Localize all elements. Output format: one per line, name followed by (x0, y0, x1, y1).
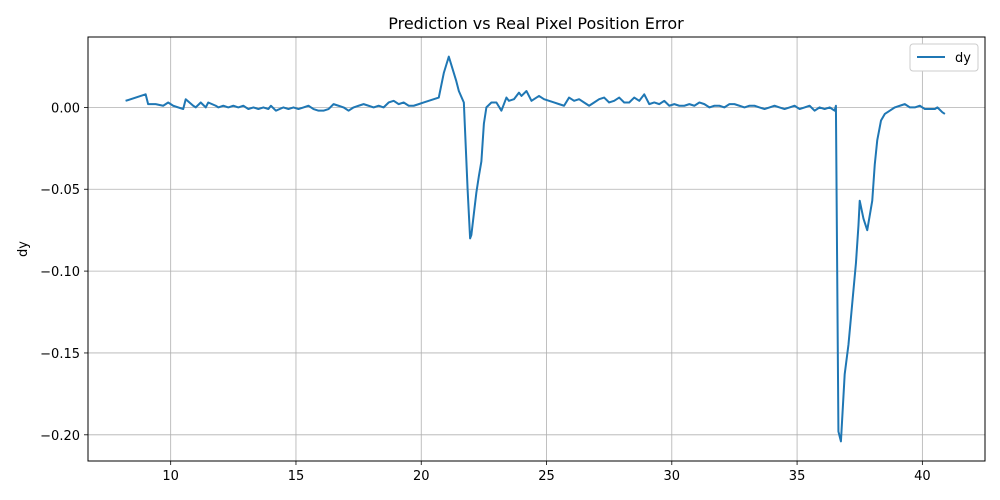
y-tick-label: −0.10 (40, 265, 80, 280)
legend: dy (909, 43, 979, 72)
x-tick-label: 35 (789, 469, 806, 484)
x-tick-label: 25 (538, 469, 555, 484)
y-axis: 0.00 −0.05 −0.10 −0.15 −0.20 (40, 101, 88, 444)
series-line-dy (125, 55, 946, 443)
x-tick-label: 15 (288, 469, 305, 484)
series-layer (125, 55, 946, 443)
x-axis: 10 15 20 25 30 35 40 (162, 461, 931, 484)
legend-label-dy: dy (955, 51, 971, 66)
x-tick-label: 20 (413, 469, 430, 484)
grid (88, 37, 985, 461)
plot-frame (87, 36, 986, 462)
x-tick-label: 30 (664, 469, 681, 484)
y-tick-label: 0.00 (51, 101, 80, 116)
y-tick-label: −0.05 (40, 183, 80, 198)
y-axis-label: dy (16, 241, 31, 257)
chart-title: Prediction vs Real Pixel Position Error (388, 14, 684, 33)
y-tick-label: −0.20 (40, 429, 80, 444)
y-tick-label: −0.15 (40, 347, 80, 362)
x-tick-label: 10 (162, 469, 179, 484)
x-tick-label: 40 (914, 469, 931, 484)
